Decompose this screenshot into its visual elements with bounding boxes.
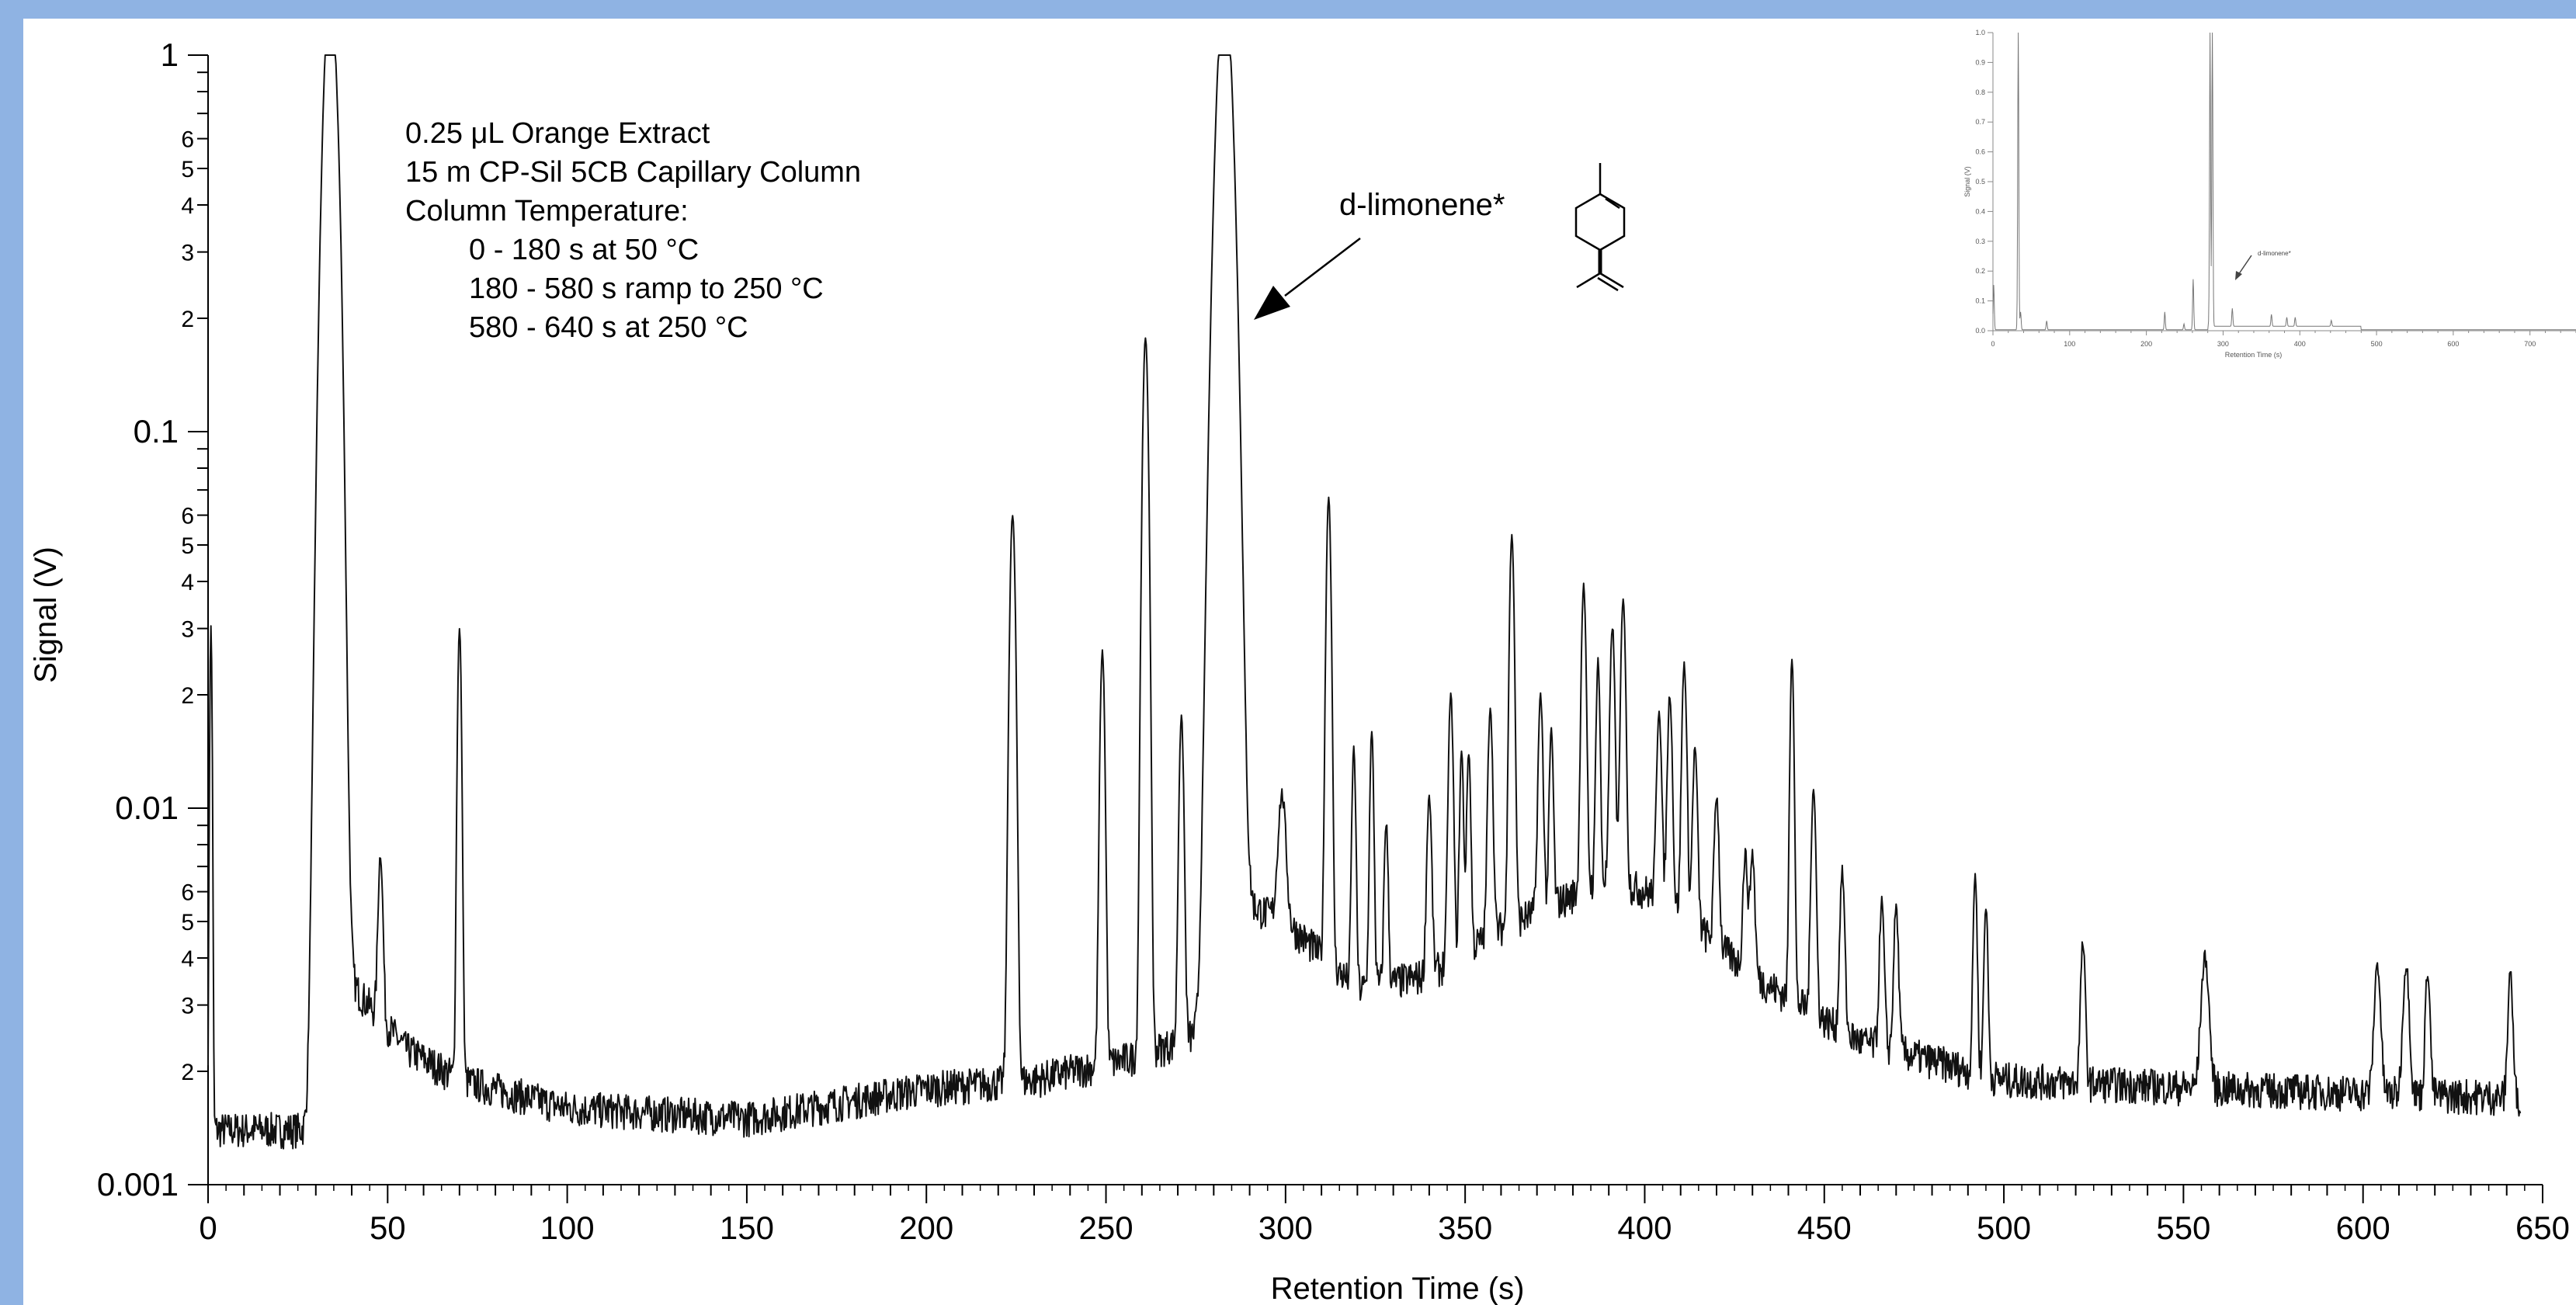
- x-tick-label: 450: [1797, 1210, 1852, 1246]
- main-chromatogram: 0 50 100 150 200 250 300 350 400 450 500 550 600 650 …: [29, 29, 2576, 1305]
- inset-chart: 0.0 0.1 0.2 0.3 0.4 0.5 0.6 0.7 0.8 0.9 1.0 0 100 200…: [1963, 29, 2576, 359]
- x-tick-label: 200: [899, 1210, 953, 1246]
- inset-x-axis-label: Retention Time (s): [2225, 351, 2283, 359]
- y-minor-tick-label: 3: [181, 617, 194, 643]
- inset-arrow: [2238, 255, 2252, 276]
- inset-x-tick-label: 600: [2447, 340, 2459, 348]
- sample-annotation: 0.25 μL Orange Extract 15 m CP-Sil 5CB C…: [405, 114, 861, 347]
- x-tick-label: 100: [540, 1210, 595, 1246]
- y-minor-tick-label: 6: [181, 504, 194, 529]
- y-minor-tick-label: 6: [181, 127, 194, 153]
- y-minor-tick-label: 2: [181, 683, 194, 709]
- temperature-step: 580 - 640 s at 250 °C: [469, 311, 748, 344]
- y-minor-tick-label: 2: [181, 1060, 194, 1085]
- peak-label: d-limonene*: [1339, 188, 1505, 222]
- inset-x-tick-label: 500: [2371, 340, 2383, 348]
- y-minor-tick-label: 5: [181, 910, 194, 935]
- x-tick-label: 350: [1438, 1210, 1492, 1246]
- inset-x-tick-label: 200: [2140, 340, 2152, 348]
- y-minor-tick-label: 5: [181, 533, 194, 559]
- y-minor-tick-label: 4: [181, 570, 194, 595]
- inset-y-tick-label: 0.9: [1975, 58, 1985, 66]
- y-minor-tick-label: 2: [181, 307, 194, 332]
- y-tick-label: 0.01: [115, 790, 179, 826]
- inset-y-axis-label: Signal (V): [1963, 166, 1971, 197]
- sample-name: 0.25 μL Orange Extract: [405, 117, 710, 150]
- inset-y-tick-label: 1.0: [1975, 29, 1985, 36]
- inset-peak-label: d-limonene*: [2258, 250, 2291, 257]
- inset-signal-trace: [1992, 32, 2576, 331]
- x-tick-label: 650: [2515, 1210, 2570, 1246]
- limonene-arrow: [1254, 238, 1361, 320]
- y-tick-label: 0.001: [97, 1166, 179, 1203]
- x-tick-label: 600: [2336, 1210, 2390, 1246]
- x-tick-label: 550: [2156, 1210, 2210, 1246]
- inset-y-tick-label: 0.2: [1975, 267, 1985, 275]
- y-minor-tick-label: 5: [181, 157, 194, 182]
- y-tick-label: 0.1: [134, 413, 179, 449]
- inset-x-tick-label: 700: [2524, 340, 2536, 348]
- inset-y-tick-label: 0.7: [1975, 118, 1985, 126]
- inset-x-tick-label: 0: [1991, 340, 1994, 348]
- temperature-heading: Column Temperature:: [405, 195, 689, 227]
- chart-panel: 0 50 100 150 200 250 300 350 400 450 500 550 600 650 …: [23, 19, 2576, 1305]
- inset-y-tick-label: 0.4: [1975, 207, 1985, 215]
- inset-y-tick-label: 0.1: [1975, 297, 1985, 305]
- inset-x-tick-label: 100: [2064, 340, 2075, 348]
- signal-trace: [207, 54, 2522, 1150]
- inset-y-tick-label: 0.5: [1975, 178, 1985, 186]
- inset-x-tick-label: 300: [2217, 340, 2229, 348]
- y-minor-tick-label: 3: [181, 241, 194, 266]
- x-tick-label: 300: [1258, 1210, 1313, 1246]
- x-axis-label: Retention Time (s): [1271, 1272, 1525, 1305]
- y-minor-tick-label: 4: [181, 946, 194, 972]
- x-tick-label: 50: [370, 1210, 406, 1246]
- limonene-structure-icon: [1574, 163, 1626, 292]
- inset-y-tick-label: 0.3: [1975, 238, 1985, 245]
- y-minor-tick-label: 6: [181, 880, 194, 906]
- y-axis-label: Signal (V): [29, 547, 63, 683]
- inset-y-tick-label: 0.0: [1975, 327, 1985, 335]
- x-tick-label: 250: [1078, 1210, 1133, 1246]
- column-name: 15 m CP-Sil 5CB Capillary Column: [405, 156, 862, 189]
- temperature-step: 180 - 580 s ramp to 250 °C: [469, 272, 824, 305]
- inset-x-tick-label: 400: [2294, 340, 2306, 348]
- inset-y-tick-label: 0.8: [1975, 89, 1985, 96]
- inset-arrow-head: [2235, 271, 2242, 280]
- inset-y-tick-label: 0.6: [1975, 148, 1985, 156]
- x-tick-label: 150: [720, 1210, 774, 1246]
- x-tick-label: 0: [199, 1210, 217, 1246]
- y-minor-tick-label: 4: [181, 193, 194, 219]
- temperature-step: 0 - 180 s at 50 °C: [469, 234, 700, 266]
- x-tick-label: 500: [1977, 1210, 2031, 1246]
- y-minor-tick-label: 3: [181, 994, 194, 1019]
- y-tick-label: 1: [161, 36, 179, 73]
- x-tick-label: 400: [1617, 1210, 1672, 1246]
